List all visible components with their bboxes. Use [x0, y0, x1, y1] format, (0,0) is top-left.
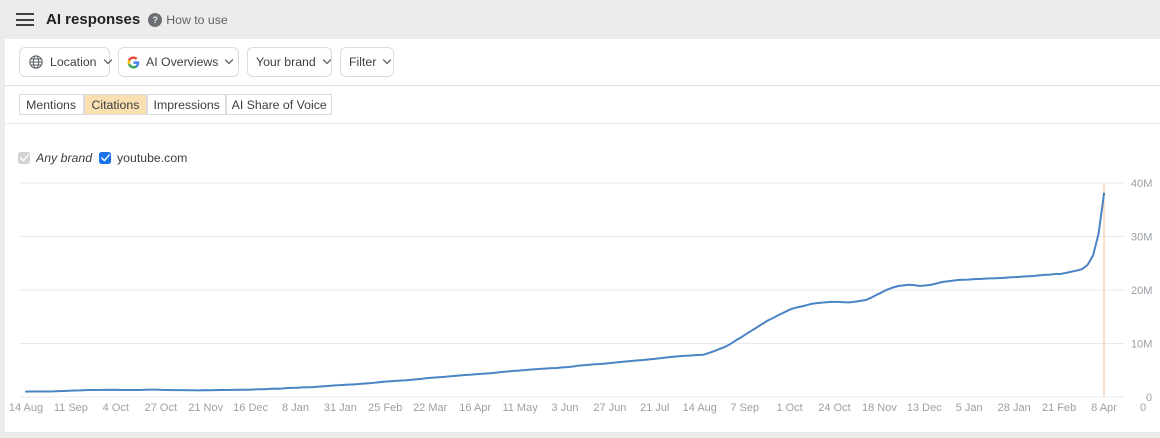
svg-text:7 Sep: 7 Sep	[730, 402, 759, 414]
svg-text:27 Oct: 27 Oct	[145, 402, 177, 414]
svg-text:10M: 10M	[1131, 339, 1152, 351]
svg-text:21 Feb: 21 Feb	[1042, 402, 1076, 414]
svg-text:21 Nov: 21 Nov	[188, 402, 223, 414]
svg-text:24 Oct: 24 Oct	[818, 402, 850, 414]
svg-text:31 Jan: 31 Jan	[324, 402, 357, 414]
svg-text:22 Mar: 22 Mar	[413, 402, 448, 414]
svg-text:14 Aug: 14 Aug	[9, 402, 43, 414]
svg-text:16 Apr: 16 Apr	[459, 402, 491, 414]
svg-text:21 Jul: 21 Jul	[640, 402, 669, 414]
svg-text:5 Jan: 5 Jan	[956, 402, 983, 414]
svg-text:11 May: 11 May	[502, 402, 538, 414]
svg-text:28 Jan: 28 Jan	[998, 402, 1031, 414]
svg-text:30M: 30M	[1131, 232, 1152, 244]
svg-text:3 Jun: 3 Jun	[552, 402, 579, 414]
svg-text:20M: 20M	[1131, 285, 1152, 297]
svg-text:14 Aug: 14 Aug	[683, 402, 717, 414]
svg-text:25 Feb: 25 Feb	[368, 402, 402, 414]
svg-text:8 Jan: 8 Jan	[282, 402, 309, 414]
svg-text:16 Dec: 16 Dec	[233, 402, 268, 414]
svg-text:4 Oct: 4 Oct	[103, 402, 129, 414]
svg-text:0: 0	[1140, 402, 1146, 414]
svg-text:18 Nov: 18 Nov	[862, 402, 897, 414]
svg-text:11 Sep: 11 Sep	[54, 402, 88, 414]
svg-text:27 Jun: 27 Jun	[593, 402, 626, 414]
svg-text:1 Oct: 1 Oct	[776, 402, 802, 414]
svg-text:13 Dec: 13 Dec	[907, 402, 942, 414]
svg-text:0: 0	[1146, 392, 1152, 404]
svg-text:40M: 40M	[1131, 178, 1152, 190]
svg-text:8 Apr: 8 Apr	[1091, 402, 1117, 414]
